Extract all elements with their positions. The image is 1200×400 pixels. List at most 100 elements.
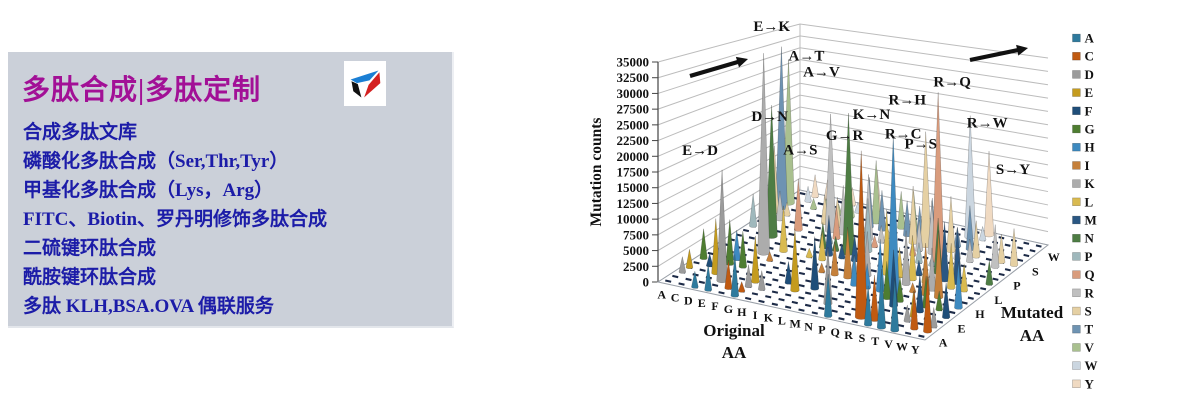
legend-swatch <box>1072 324 1081 334</box>
mutation-cone <box>832 205 841 240</box>
mutation-cone <box>758 270 766 291</box>
legend-item: P <box>1072 249 1093 264</box>
mutation-cone <box>738 231 747 269</box>
mutation-cone <box>838 243 846 260</box>
mutation-cone <box>818 230 827 262</box>
legend-item: F <box>1072 103 1093 118</box>
service-link-disulfide[interactable]: 二硫键环肽合成 <box>23 238 157 259</box>
y-tick-label: 27500 <box>617 102 650 117</box>
legend-label: E <box>1085 85 1094 100</box>
legend-swatch <box>1072 88 1081 97</box>
y-tick-label: 25000 <box>617 117 650 132</box>
peak-annotation: S→Y <box>996 162 1030 178</box>
mutation-cone <box>744 264 753 289</box>
service-list: 合成多肽文库 磷酸化多肽合成（Ser,Thr,Tyr） 甲基化多肽合成（Lys，… <box>23 118 446 321</box>
legend-label: D <box>1085 67 1094 82</box>
service-link-klh-conjugate[interactable]: 多肽 KLH,BSA.OVA 偶联服务 <box>23 296 274 317</box>
y-tick-label: 30000 <box>617 86 650 101</box>
legend-label: K <box>1085 176 1096 191</box>
mutation-cone <box>903 304 911 323</box>
y-tick-label: 20000 <box>617 149 650 164</box>
mutation-cone <box>809 197 818 211</box>
service-link-phospho[interactable]: 磷酸化多肽合成（Ser,Thr,Tyr） <box>23 151 289 172</box>
service-link-methyl[interactable]: 甲基化多肽合成（Lys，Arg） <box>23 180 274 201</box>
legend-item: C <box>1072 49 1094 64</box>
original-aa-label: Y <box>911 343 920 357</box>
original-aa-label: Q <box>831 325 840 339</box>
peak-annotation: R→W <box>967 116 1008 132</box>
y-tick-label: 17500 <box>617 165 650 180</box>
mutation-cone <box>990 224 1000 269</box>
y-axis-title: Mutation counts <box>588 118 605 227</box>
mutation-cone <box>890 278 900 333</box>
mutation-cone <box>811 174 819 199</box>
mutation-cone <box>823 274 833 318</box>
legend-item: Y <box>1072 376 1095 391</box>
legend-swatch <box>1072 252 1081 261</box>
panel-title: 多肽合成|多肽定制 <box>22 75 262 106</box>
legend-swatch <box>1072 161 1081 170</box>
legend-label: R <box>1085 285 1095 300</box>
legend-item: V <box>1072 340 1095 355</box>
legend-swatch <box>1072 124 1081 134</box>
legend-item: Q <box>1072 267 1095 282</box>
legend-label: V <box>1085 340 1095 355</box>
original-aa-label: I <box>753 308 758 322</box>
mutated-aa-label: L <box>994 293 1002 307</box>
mutation-cones <box>678 46 1019 334</box>
right-direction-arrow-icon <box>969 44 1028 63</box>
mutation-cone <box>946 243 956 290</box>
legend-swatch <box>1072 270 1081 279</box>
mutation-cone <box>738 280 746 293</box>
legend-swatch <box>1072 361 1081 370</box>
original-aa-label: L <box>778 314 786 328</box>
original-aa-label: P <box>818 322 825 336</box>
peak-annotation: R→H <box>888 93 926 109</box>
mutation-cone <box>804 186 812 203</box>
mutation-cone <box>876 269 886 330</box>
legend-label: G <box>1085 122 1095 137</box>
legend-item: I <box>1072 158 1090 173</box>
mutation-cone <box>805 247 813 259</box>
original-aa-label: M <box>790 316 801 330</box>
y-tick-label: 10000 <box>617 212 650 227</box>
mutation-cone <box>877 225 885 244</box>
service-link-library[interactable]: 合成多肽文库 <box>23 122 138 143</box>
mutation-cone <box>751 235 760 284</box>
y-tick-label: 35000 <box>617 55 650 70</box>
mutation-cone <box>863 285 873 327</box>
mutation-cone <box>966 238 974 264</box>
legend-swatch <box>1072 197 1081 206</box>
legend-item: K <box>1072 176 1096 191</box>
peak-annotation: G→R <box>826 128 864 144</box>
legend-item: S <box>1072 304 1092 319</box>
peak-annotation: R→Q <box>933 74 971 90</box>
service-link-amide[interactable]: 酰胺键环肽合成 <box>23 267 157 288</box>
legend-label: S <box>1085 304 1092 319</box>
legend-label: M <box>1085 213 1097 228</box>
service-link-fitc-biotin[interactable]: FITC、Biotin、罗丹明修饰多肽合成 <box>23 209 328 230</box>
original-aa-label: V <box>884 337 893 351</box>
legend-item: A <box>1072 31 1095 46</box>
original-aa-label: D <box>684 293 693 307</box>
y-tick-label: 0 <box>643 275 650 290</box>
legend-swatch <box>1072 51 1081 61</box>
original-aa-label: R <box>844 328 853 342</box>
legend-item: L <box>1072 194 1094 209</box>
legend-label: H <box>1085 140 1095 155</box>
mutation-cone <box>954 261 963 310</box>
svg-text:AA: AA <box>722 343 747 362</box>
mutation-cone <box>699 228 708 260</box>
mutation-cone <box>730 254 740 298</box>
legend-label: A <box>1085 31 1095 46</box>
original-aa-label: E <box>698 296 706 310</box>
legend-item: H <box>1072 140 1095 155</box>
legend-label: I <box>1085 158 1090 173</box>
original-aa-label: F <box>711 299 718 313</box>
original-aa-label: H <box>737 305 747 319</box>
peak-annotations: E→K A→TA→V D→N K→N G→R R→C R→H R→Q R→W P→S A→S E→D S… <box>682 19 1030 178</box>
axis-titles: Original AA Mutated AA <box>703 303 1063 362</box>
original-aa-label: C <box>671 290 680 304</box>
mutation-cone <box>923 276 933 334</box>
